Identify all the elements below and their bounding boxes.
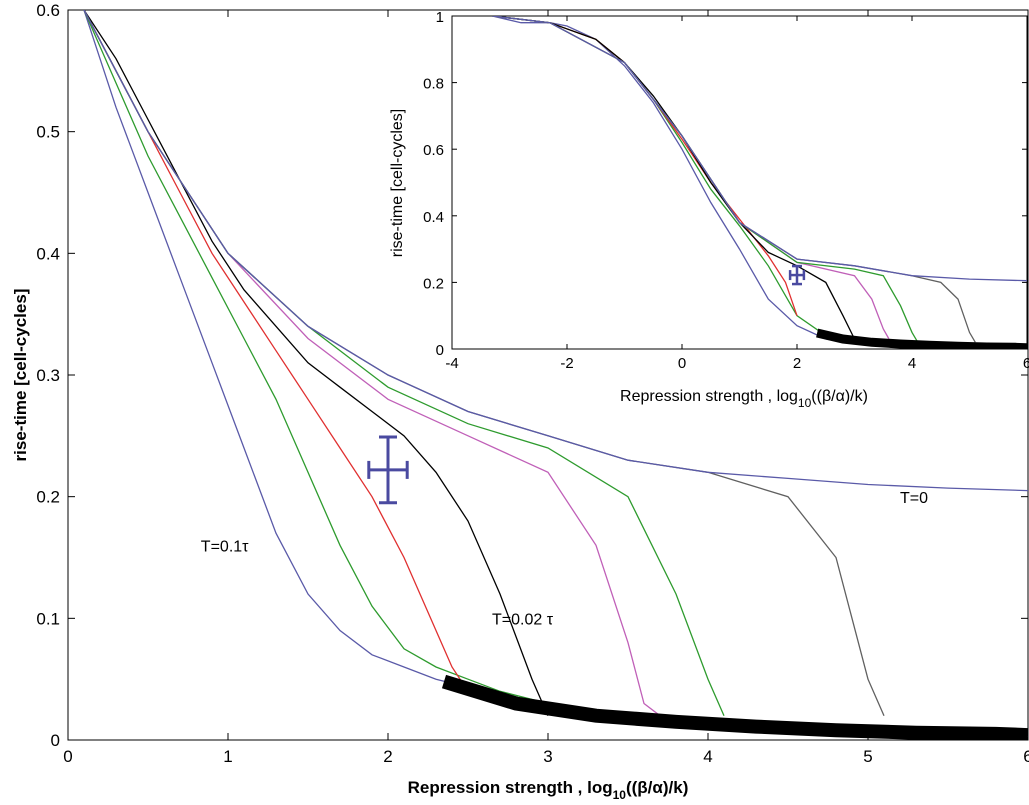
main-y-tick-label: 0.6 xyxy=(36,1,60,20)
inset-y-tick-label: 0.6 xyxy=(423,142,444,159)
inset-series-line-7 xyxy=(492,16,1027,282)
main-y-tick-label: 0 xyxy=(51,731,60,750)
inset-chart: -4 -2 0 2 4 6 0 0.2 0.4 0.6 0.8 1 Repression streng… xyxy=(389,9,1029,410)
main-series-line-2 xyxy=(83,10,501,705)
inset-x-tick-label: 0 xyxy=(678,355,686,372)
inset-x-tick-label: -2 xyxy=(560,355,573,372)
main-x-tick-label: 1 xyxy=(223,747,232,766)
main-series-line-7 xyxy=(83,10,1028,492)
inset-x-tick-label: 4 xyxy=(908,355,916,372)
inset-x-tick-label: 6 xyxy=(1023,355,1029,372)
inset-y-tick-label: 1 xyxy=(436,9,444,26)
inset-x-tick-label: -4 xyxy=(445,355,458,372)
main-limit-curve-line xyxy=(441,674,1028,740)
main-y-tick-label: 0.5 xyxy=(36,123,60,142)
main-annotation: T=0 xyxy=(900,490,928,507)
inset-series xyxy=(492,16,1027,343)
inset-error-bar xyxy=(788,264,806,286)
inset-x-axis-label: Repression strength , log10((β/α)/k) xyxy=(620,388,868,410)
main-annotation: T=0.1τ xyxy=(201,538,249,555)
main-x-tick-label: 6 xyxy=(1023,747,1029,766)
inset-ticks: -4 -2 0 2 4 6 0 0.2 0.4 0.6 0.8 1 xyxy=(423,9,1029,372)
main-y-tick-label: 0.1 xyxy=(36,609,60,628)
inset-x-tick-label: 2 xyxy=(793,355,801,372)
inset-series-line-3 xyxy=(492,16,856,340)
inset-y-tick-label: 0.8 xyxy=(423,76,444,93)
main-y-tick-label: 0.2 xyxy=(36,488,60,507)
inset-y-tick-label: 0.2 xyxy=(423,275,444,292)
inset-y-tick-label: 0 xyxy=(436,342,444,359)
main-error-bar xyxy=(367,435,409,505)
main-annotations: T=0.1τ T=0.02 τ T=0 xyxy=(201,490,928,629)
main-limit-curve xyxy=(441,674,1028,740)
main-y-tick-label: 0.4 xyxy=(36,244,60,263)
main-x-axis-label: Repression strength , log10((β/α)/k) xyxy=(408,778,689,802)
main-series-line-1 xyxy=(83,10,709,723)
main-x-tick-label: 4 xyxy=(703,747,712,766)
main-x-tick-label: 5 xyxy=(863,747,872,766)
inset-limit-curve-line xyxy=(816,328,1027,349)
main-ticks: 0 1 2 3 4 5 6 0 0.1 0.2 0.3 0.4 0.5 0.6 xyxy=(36,1,1029,766)
main-series-line-3 xyxy=(83,10,549,716)
main-x-tick-label: 2 xyxy=(383,747,392,766)
main-x-tick-label: 3 xyxy=(543,747,552,766)
main-y-axis-label: rise-time [cell-cycles] xyxy=(11,289,30,462)
inset-y-axis-label: rise-time [cell-cycles] xyxy=(389,109,406,257)
main-x-tick-label: 0 xyxy=(63,747,72,766)
main-annotation: T=0.02 τ xyxy=(492,611,554,628)
inset-limit-curve xyxy=(816,328,1027,349)
main-y-tick-label: 0.3 xyxy=(36,366,60,385)
inset-plot-frame xyxy=(451,15,1028,350)
inset-y-tick-label: 0.4 xyxy=(423,209,444,226)
